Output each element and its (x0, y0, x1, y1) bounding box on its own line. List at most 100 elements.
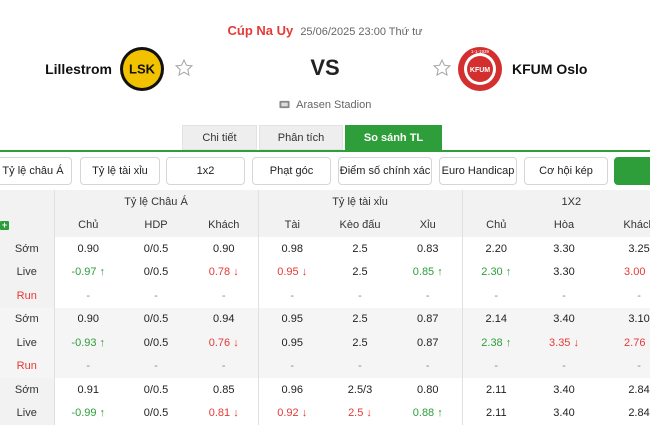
filter-euro-handicap[interactable]: Euro Handicap (439, 157, 517, 185)
odds-cell[interactable]: 0.81 ↓ (190, 402, 258, 426)
odds-cell[interactable]: -0.93 ↑ (53, 331, 122, 355)
filter-1x2[interactable]: 1x2 (166, 157, 245, 185)
odds-cell[interactable]: 0/0.5 (122, 261, 190, 285)
odds-cell[interactable]: 3.40 (530, 402, 598, 426)
odds-cell[interactable]: - (190, 354, 258, 378)
tab-details[interactable]: Chi tiết (182, 125, 257, 150)
odds-cell[interactable]: - (53, 354, 122, 378)
odds-cell[interactable]: 0.83 (394, 237, 462, 261)
odds-cell[interactable]: 2.5 ↓ (326, 402, 394, 426)
column-header: Kèo đấu (326, 213, 394, 237)
odds-cell[interactable]: - (530, 284, 598, 308)
odds-cell[interactable]: 0.87 (394, 331, 463, 355)
odds-cell[interactable]: - (598, 284, 650, 308)
odds-value: - (494, 289, 499, 302)
odds-cell[interactable]: 2.84 (598, 378, 650, 402)
odds-cell[interactable]: 2.5 (326, 331, 394, 355)
odds-cell[interactable]: 0.78 ↓ (190, 261, 258, 285)
odds-cell[interactable]: 2.20 (461, 237, 531, 261)
home-team-logo[interactable]: LSK (119, 46, 165, 92)
odds-cell[interactable]: 3.30 (530, 237, 598, 261)
odds-cell[interactable]: 0/0.5 (122, 237, 190, 261)
tab-analysis[interactable]: Phân tích (259, 125, 343, 150)
odds-cell[interactable]: - (122, 354, 190, 378)
odds-cell[interactable]: -0.99 ↑ (53, 401, 122, 425)
odds-cell[interactable]: 0/0.5 (122, 402, 190, 426)
odds-cell[interactable]: 0.85 ↑ (394, 261, 462, 285)
odds-cell[interactable]: - (257, 354, 326, 378)
expand-plus-icon[interactable]: + (0, 220, 9, 230)
away-team-name[interactable]: KFUM Oslo (512, 61, 588, 77)
league-name[interactable]: Cúp Na Uy (227, 23, 294, 38)
odds-cell[interactable]: 2.14 (461, 307, 531, 331)
odds-cell[interactable]: 0.95 ↓ (257, 260, 326, 284)
odds-cell[interactable]: - (461, 284, 531, 308)
favorite-star-icon[interactable] (432, 58, 452, 78)
odds-cell[interactable]: 3.40 (530, 378, 598, 402)
odds-value: 3.00 (624, 266, 646, 279)
odds-cell[interactable]: 2.84 (598, 402, 650, 426)
odds-cell[interactable]: 0.90 (53, 307, 122, 331)
odds-cell[interactable]: - (326, 284, 394, 308)
odds-cell[interactable]: 2.30 ↑ (461, 260, 531, 284)
table-row: Sớm 0.90 0/0.5 0.94 0.95 2.5 0.87 2.14 3.40 3.10 (0, 307, 650, 331)
odds-cell[interactable]: - (461, 354, 531, 378)
odds-cell[interactable]: 0.76 ↓ (190, 331, 258, 355)
filter-corners[interactable]: Phạt góc (252, 157, 331, 185)
odds-cell[interactable]: 2.5/3 (326, 378, 394, 402)
odds-cell[interactable]: 2.11 (461, 378, 531, 402)
filter-over-under[interactable]: Tỷ lệ tài xỉu (80, 157, 160, 185)
home-team-name[interactable]: Lillestrom (45, 61, 112, 77)
odds-value: 0/0.5 (143, 407, 169, 420)
tab-bar: Chi tiết Phân tích So sánh TL (182, 125, 444, 150)
odds-cell[interactable]: - (122, 284, 190, 308)
odds-cell[interactable]: - (598, 354, 650, 378)
odds-cell[interactable]: 0.80 (394, 378, 462, 402)
filter-double-chance[interactable]: Cơ hội kép (524, 157, 608, 185)
odds-cell[interactable]: - (257, 284, 326, 308)
odds-cell[interactable]: 0.94 (190, 307, 258, 331)
odds-cell[interactable]: 3.10 (598, 307, 650, 331)
odds-cell[interactable]: 0.98 (257, 237, 326, 261)
odds-cell[interactable]: 0/0.5 (122, 331, 190, 355)
odds-cell[interactable]: 0.85 (190, 378, 258, 402)
odds-cell[interactable]: 0.90 (53, 237, 122, 261)
odds-value: 0.85 (412, 266, 435, 279)
odds-cell[interactable]: 3.35 ↓ (530, 331, 599, 355)
odds-cell[interactable]: 2.5 (326, 261, 394, 285)
odds-cell[interactable]: 2.5 (326, 307, 394, 331)
odds-cell[interactable]: 0.90 (190, 237, 258, 261)
odds-cell[interactable]: 0.88 ↑ (394, 402, 462, 426)
odds-cell[interactable]: 0/0.5 (122, 378, 190, 402)
odds-cell[interactable]: - (190, 284, 258, 308)
away-team-logo[interactable]: 1-1-1939 KFUM (457, 46, 503, 92)
odds-cell[interactable]: 0.91 (53, 378, 122, 402)
odds-cell[interactable]: - (53, 284, 122, 308)
odds-cell[interactable]: 0.92 ↓ (257, 401, 326, 425)
filter-correct-score[interactable]: Điểm số chính xác (338, 157, 432, 185)
odds-cell[interactable]: -0.97 ↑ (53, 260, 122, 284)
odds-cell[interactable]: 2.5 (326, 237, 394, 261)
tab-odds-compare[interactable]: So sánh TL (345, 125, 442, 150)
odds-cell[interactable]: 2.11 (461, 401, 531, 425)
odds-cell[interactable]: 3.00 ↓ (598, 261, 650, 285)
odds-cell[interactable]: - (394, 284, 462, 308)
odds-value: - (290, 289, 295, 302)
filter-asian-handicap[interactable]: Tỷ lệ châu Á (0, 157, 72, 185)
odds-cell[interactable]: 3.30 (530, 261, 598, 285)
odds-cell[interactable]: - (326, 354, 394, 378)
odds-cell[interactable]: - (530, 354, 599, 378)
odds-cell[interactable]: - (394, 354, 463, 378)
odds-cell[interactable]: 2.76 ↓ (598, 331, 650, 355)
table-row: Live -0.97 ↑ 0/0.5 0.78 ↓ 0.95 ↓ 2.5 0.85 ↑ 2.3… (0, 260, 650, 285)
odds-cell[interactable]: 0/0.5 (122, 307, 190, 331)
odds-cell[interactable]: 3.25 (598, 237, 650, 261)
odds-cell[interactable]: 0.95 (257, 331, 326, 355)
odds-cell[interactable]: 3.40 (530, 307, 599, 331)
odds-cell[interactable]: 2.38 ↑ (461, 331, 531, 355)
favorite-star-icon[interactable] (174, 58, 194, 78)
odds-cell[interactable]: 0.87 (394, 307, 463, 331)
odds-cell[interactable]: 0.95 (257, 307, 326, 331)
filter-more[interactable] (614, 157, 650, 185)
odds-cell[interactable]: 0.96 (257, 378, 326, 402)
